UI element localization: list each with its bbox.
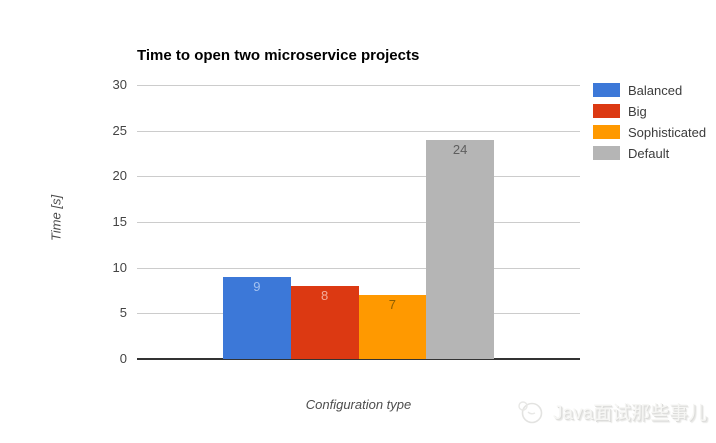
bar-value-label: 8 xyxy=(321,287,329,303)
legend-swatch xyxy=(593,146,620,160)
bar-value-label: 7 xyxy=(388,297,396,313)
bar-default: 24 xyxy=(426,139,494,359)
gridline-10 xyxy=(137,268,580,269)
y-tick-label-20: 20 xyxy=(112,168,127,183)
legend-item-big: Big xyxy=(593,103,706,119)
x-axis-title: Configuration type xyxy=(305,397,412,412)
legend-label: Balanced xyxy=(628,82,683,98)
y-tick-label-10: 10 xyxy=(112,260,127,275)
gridline-25 xyxy=(137,131,580,132)
legend-swatch xyxy=(593,83,620,97)
gridline-30 xyxy=(137,85,580,86)
legend-label: Big xyxy=(628,103,647,119)
bar-big: 8 xyxy=(290,285,359,359)
legend-item-sophisticated: Sophisticated xyxy=(593,124,707,140)
y-axis-title: Time [s] xyxy=(48,194,64,242)
legend-item-balanced: Balanced xyxy=(593,82,706,98)
legend-label: Sophisticated xyxy=(628,124,707,140)
legend-label: Default xyxy=(628,145,670,161)
gridline-0 xyxy=(137,358,580,360)
y-tick-label-15: 15 xyxy=(112,214,127,229)
bar-balanced: 9 xyxy=(223,276,291,359)
y-tick-label-30: 30 xyxy=(112,77,127,92)
legend-item-default: Default xyxy=(593,145,706,161)
watermark: Java面试那些事儿 xyxy=(517,398,707,425)
chart-title: Time to open two microservice projects xyxy=(137,47,420,64)
gridline-20 xyxy=(137,176,580,177)
doodle-face-icon xyxy=(518,400,543,423)
legend-swatch xyxy=(593,125,620,139)
gridline-15 xyxy=(137,222,580,223)
bar-value-label: 24 xyxy=(452,141,468,157)
y-tick-label-25: 25 xyxy=(112,123,127,138)
legend: Balanced Big Sophisticated Default xyxy=(593,83,706,167)
legend-swatch xyxy=(593,104,620,118)
bar-sophisticated: 7 xyxy=(358,295,427,359)
bar-value-label: 9 xyxy=(253,278,261,294)
plot-area: 9 8 7 24 xyxy=(137,85,580,360)
y-tick-label-0: 0 xyxy=(119,351,127,366)
watermark-text: Java面试那些事儿 xyxy=(553,403,708,424)
y-tick-label-5: 5 xyxy=(119,305,127,320)
